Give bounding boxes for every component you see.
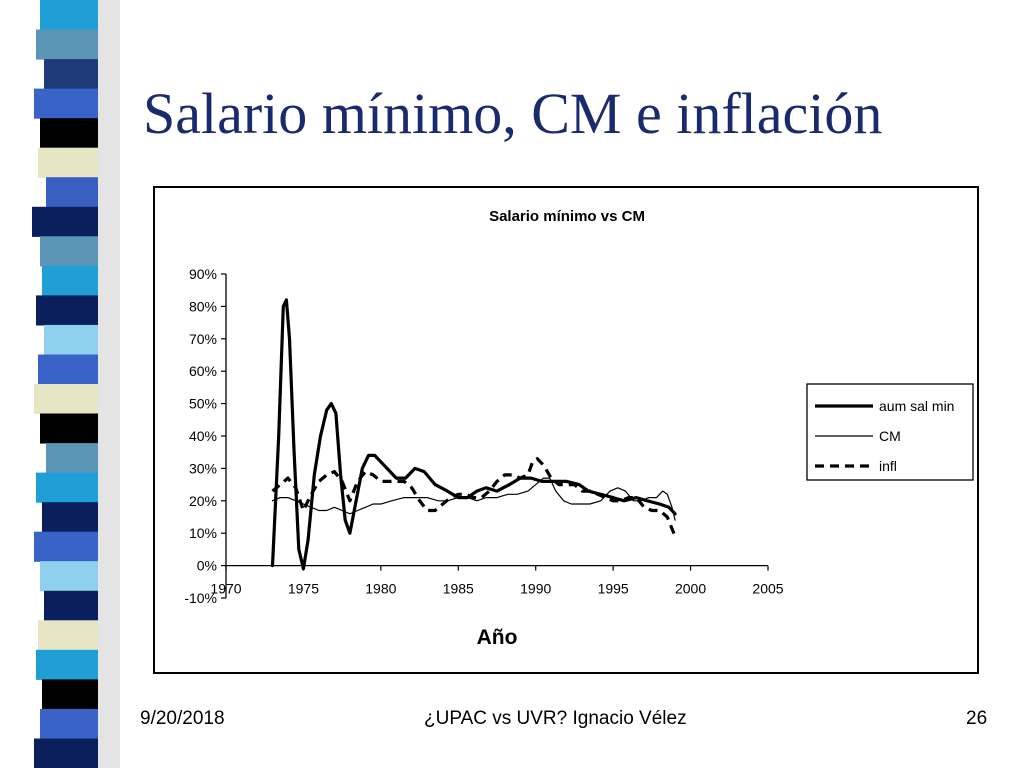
slide-number: 26 [966,708,988,729]
y-tick-label: 30% [189,460,217,476]
stripe-band [40,0,98,31]
x-tick-label: 1995 [598,581,629,597]
legend-label: aum sal min [879,398,954,414]
stripe-band [42,679,98,710]
y-tick-label: 10% [189,525,217,541]
stripe-band [42,265,98,296]
x-tick-label: 2000 [675,581,706,597]
legend: aum sal min CM infl [806,383,974,481]
x-tick-label: 1975 [288,581,319,597]
stripe-band [40,118,98,149]
stripe-band [36,295,98,326]
y-tick-label: 20% [189,493,217,509]
y-tick-label: 90% [189,266,217,282]
slide-title: Salario mínimo, CM e inflación [143,81,883,146]
series-lines [270,298,677,571]
stripe-band [34,384,98,415]
stripe-band [36,472,98,503]
x-tick-label: 1985 [443,581,474,597]
stripe-band [44,59,98,90]
x-tick-label: 1990 [520,581,551,597]
x-axis-ticks: 1970 1975 1980 1985 1990 1995 2000 2005 [210,565,784,597]
x-axis-label: Año [477,626,518,649]
y-tick-label: 60% [189,363,217,379]
stripe-shadow [98,0,120,768]
stripe-band [42,502,98,533]
stripe-band [34,738,98,768]
y-tick-label: 0% [197,558,217,574]
stripe-band [40,236,98,267]
x-tick-label: 2005 [752,581,783,597]
stripe-band [38,147,98,178]
legend-box [806,383,974,481]
y-tick-label: 80% [189,298,217,314]
stripe-band [46,443,98,474]
stripe-band [46,177,98,208]
line-chart: Salario mínimo vs CM -10% 0% 10% 20% 30% 40% 5… [184,208,974,649]
y-axis-ticks: -10% 0% 10% 20% 30% 40% 50% 60% 70% 80% 90% [184,266,226,606]
stripe-band [36,649,98,680]
chart-title: Salario mínimo vs CM [489,208,645,225]
footer-date: 9/20/2018 [140,708,225,729]
chart-frame: Salario mínimo vs CM -10% 0% 10% 20% 30% 40% 5… [153,186,979,674]
stripe-band [40,708,98,739]
stripe-band [34,531,98,562]
y-tick-label: 40% [189,428,217,444]
y-tick-label: 70% [189,331,217,347]
stripe-band [32,206,98,237]
series-line-CM [271,477,676,521]
decorative-stripe [32,0,120,768]
stripe-band [40,561,98,592]
legend-label: CM [879,428,901,444]
x-tick-label: 1980 [365,581,396,597]
stripe-band [36,29,98,60]
legend-label: infl [879,458,897,474]
stripe-band [44,590,98,621]
stripe-band [34,88,98,119]
stripe-band [40,413,98,444]
series-line-aum-sal-min [270,298,677,571]
stripe-band [38,354,98,385]
y-tick-label: -10% [184,590,217,606]
stripe-band [38,620,98,651]
x-tick-label: 1970 [210,581,241,597]
stripe-band [44,324,98,355]
footer-presentation-title: ¿UPAC vs UVR? Ignacio Vélez [424,708,687,729]
y-tick-label: 50% [189,396,217,412]
